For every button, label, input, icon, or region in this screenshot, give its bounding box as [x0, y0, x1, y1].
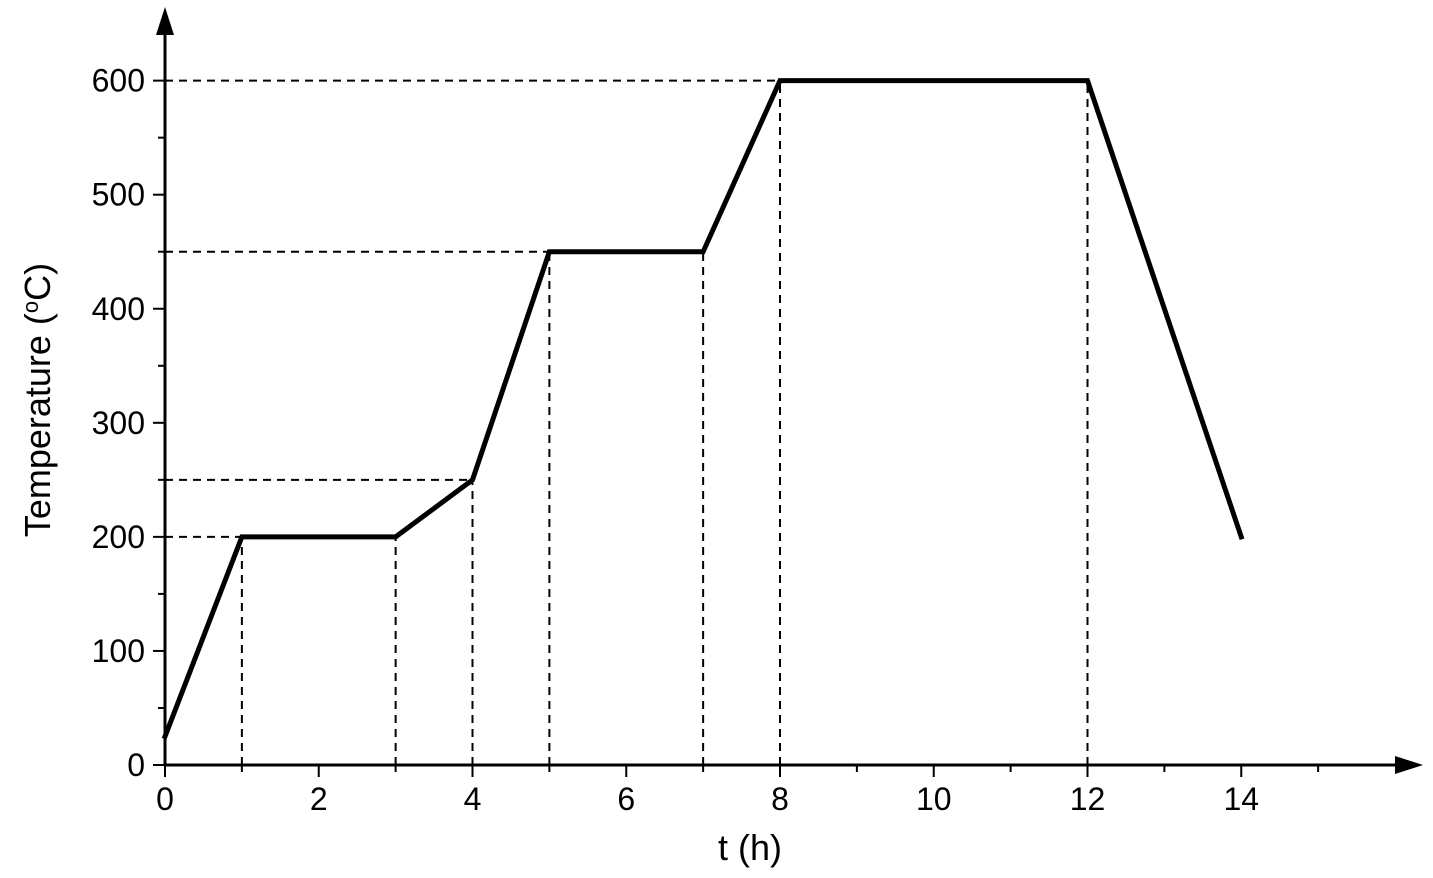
- y-tick-label: 200: [92, 519, 145, 555]
- y-axis-label: Temperature (oC): [17, 263, 58, 537]
- x-tick-label: 4: [464, 781, 482, 817]
- x-axis-label: t (h): [718, 827, 782, 868]
- y-axis-arrow: [156, 7, 174, 35]
- temperature-chart: 0 2 4 6 8 10 12 14 0 100 200 300 400 500 600 t (h) Tempe…: [0, 0, 1433, 878]
- y-tick-label: 500: [92, 177, 145, 213]
- x-tick-label: 10: [916, 781, 952, 817]
- y-tick-label: 600: [92, 63, 145, 99]
- x-tick-label: 14: [1223, 781, 1259, 817]
- x-tick-label: 0: [156, 781, 174, 817]
- y-tick-label: 100: [92, 633, 145, 669]
- chart-container: 0 2 4 6 8 10 12 14 0 100 200 300 400 500 600 t (h) Tempe…: [0, 0, 1433, 878]
- y-tick-label: 400: [92, 291, 145, 327]
- x-axis-arrow: [1395, 756, 1423, 774]
- x-tick-label: 6: [617, 781, 635, 817]
- x-tick-label: 8: [771, 781, 789, 817]
- y-tick-label: 300: [92, 405, 145, 441]
- x-tick-label: 12: [1070, 781, 1106, 817]
- x-tick-label: 2: [310, 781, 328, 817]
- y-tick-label: 0: [127, 747, 145, 783]
